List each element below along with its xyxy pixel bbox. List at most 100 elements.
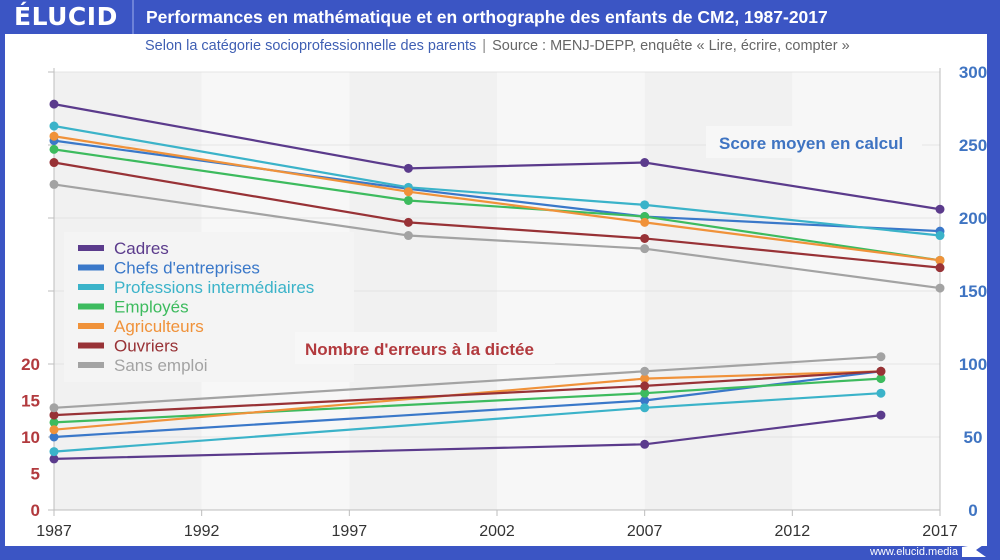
legend-label: Agriculteurs (114, 317, 204, 336)
dictee-point (640, 388, 650, 398)
dictee-point (640, 439, 650, 449)
legend-label: Sans emploi (114, 356, 208, 375)
series-cadres (49, 99, 945, 464)
dictee-annotation: Nombre d'erreurs à la dictée (305, 340, 534, 359)
dictee-point (876, 410, 886, 420)
annotations: Score moyen en calcul Nombre d'erreurs à… (295, 126, 922, 364)
series-ouvriers (49, 158, 945, 420)
legend-swatch (78, 245, 104, 251)
subtitle-separator: | (482, 38, 487, 54)
x-tick-label: 2007 (627, 523, 663, 540)
calcul-point (640, 233, 650, 243)
calcul-point (403, 163, 413, 173)
calcul-point (935, 263, 945, 273)
calcul-point (49, 144, 59, 154)
legend-swatch (78, 323, 104, 329)
chart-title: Performances en mathématique et en ortho… (146, 7, 828, 27)
legend-swatch (78, 284, 104, 290)
calcul-point (49, 131, 59, 141)
dictee-point (49, 417, 59, 427)
left-tick-label: 20 (21, 355, 40, 374)
calcul-line (53, 148, 941, 262)
calcul-point (935, 255, 945, 265)
legend-label: Professions intermédiaires (114, 278, 314, 297)
calcul-point (640, 158, 650, 168)
legend-label: Cadres (114, 239, 169, 258)
calcul-point (403, 187, 413, 197)
dictee-point (640, 396, 650, 405)
right-tick-label: 150 (959, 282, 987, 301)
dictee-point (49, 454, 59, 464)
dictee-point (640, 381, 650, 391)
legend-label: Chefs d'entreprises (114, 259, 260, 278)
left-tick-label: 15 (21, 392, 40, 411)
calcul-point (935, 283, 945, 293)
legend-label: Ouvriers (114, 337, 178, 356)
calcul-point (640, 217, 650, 227)
calcul-point (49, 99, 59, 109)
legend-swatch (78, 342, 104, 349)
dictee-point (49, 447, 59, 457)
dictee-point (640, 366, 650, 376)
calcul-line (53, 183, 941, 290)
calcul-point (49, 121, 59, 131)
right-tick-label: 100 (959, 355, 987, 374)
left-tick-label: 5 (31, 465, 40, 484)
calcul-point (935, 231, 945, 241)
calc-label-bg (706, 126, 922, 158)
x-tick-label: 1997 (332, 523, 368, 540)
x-tick-label: 2017 (922, 523, 958, 540)
left-tick-label: 10 (21, 428, 40, 447)
calcul-point (49, 179, 59, 189)
right-tick-label: 300 (959, 63, 987, 82)
subtitle-text: Selon la catégorie socioprofessionnelle … (145, 38, 477, 54)
calcul-point (403, 195, 413, 205)
elucid-flag-icon (962, 543, 986, 557)
calcul-point (640, 244, 650, 254)
calcul-point (935, 204, 945, 214)
elucid-logo: ÉLUCID (14, 2, 118, 31)
err-label-bg (295, 332, 555, 364)
right-tick-label: 200 (959, 209, 987, 228)
x-tick-label: 1987 (36, 523, 72, 540)
calcul-line (53, 103, 941, 211)
right-tick-label: 250 (959, 136, 987, 155)
calcul-point (640, 200, 650, 210)
right-tick-label: 0 (968, 501, 977, 520)
header-divider (132, 0, 134, 36)
calcul-line (53, 135, 941, 262)
footer-url[interactable]: www.elucid.media (869, 546, 958, 558)
calcul-line (53, 161, 941, 269)
x-tick-label: 1992 (184, 523, 220, 540)
calcul-point (403, 231, 413, 241)
dictee-point (640, 374, 650, 384)
legend-swatch (78, 303, 104, 310)
legend-swatch (78, 264, 104, 271)
calcul-annotation: Score moyen en calcul (719, 134, 903, 153)
header-bar: ÉLUCID Performances en mathématique et e… (0, 0, 1000, 36)
calcul-line (53, 124, 941, 237)
x-tick-label: 2012 (775, 523, 811, 540)
dictee-point (876, 352, 886, 362)
series-sans-emploi (49, 179, 945, 413)
dictee-point (876, 366, 886, 376)
calcul-point (403, 217, 413, 227)
dictee-point (49, 410, 59, 420)
chart-subtitle: Selon la catégorie socioprofessionnelle … (145, 38, 850, 54)
dictee-point (49, 425, 59, 435)
left-tick-label: 0 (31, 501, 40, 520)
x-tick-label: 2002 (479, 523, 515, 540)
source-text: Source : MENJ-DEPP, enquête « Lire, écri… (492, 38, 850, 54)
right-tick-label: 50 (964, 428, 983, 447)
legend-swatch (78, 362, 104, 368)
dictee-point (876, 388, 886, 398)
dictee-point (876, 374, 886, 384)
series-lines (49, 99, 945, 464)
dictee-point (49, 403, 59, 413)
dictee-point (49, 432, 59, 442)
calcul-point (49, 158, 59, 168)
legend-label: Employés (114, 298, 189, 317)
